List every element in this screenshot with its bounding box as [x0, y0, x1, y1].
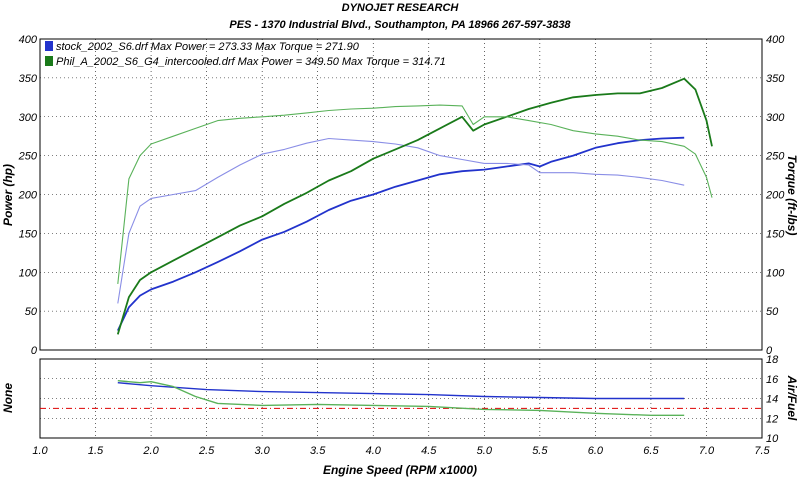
afr-series-line-stock — [117, 382, 685, 400]
y-axis-title-afr-left: None — [1, 383, 15, 413]
x-tick-label: 5.0 — [477, 445, 493, 457]
y-tick-label-power: 200 — [18, 190, 38, 202]
y-tick-label-power: 50 — [25, 306, 38, 318]
x-tick-label: 3.5 — [310, 445, 326, 457]
afr-tick-label: 10 — [766, 433, 779, 445]
main-plot-area: 0 0 50 50 100 100 150 150 200 200 250 250 300 300 350 3… — [18, 34, 786, 357]
x-tick-label: 2.0 — [142, 445, 159, 457]
y2-tick-label-torque: 100 — [766, 267, 785, 279]
y2-tick-label-torque: 300 — [766, 112, 785, 124]
chart-subtitle: PES - 1370 Industrial Blvd., Southampton… — [229, 19, 571, 31]
y2-tick-label-torque: 50 — [766, 306, 779, 318]
y-tick-label-power: 100 — [19, 267, 38, 279]
chart-title: DYNOJET RESEARCH — [342, 2, 460, 14]
afr-tick-label: 18 — [766, 354, 779, 366]
afr-plot-area: 1.0 1.5 2.0 2.5 3.0 3.5 4.0 4.5 5.0 5.5 6.0 6.5 7.0 7… — [32, 354, 779, 457]
series-line-stock-power — [116, 136, 685, 331]
y2-tick-label-torque: 350 — [766, 73, 785, 85]
series-line-phil-power — [116, 77, 713, 335]
series-line-stock-torque — [117, 137, 685, 304]
x-tick-label: 4.0 — [366, 445, 382, 457]
legend-swatch-phil — [45, 56, 53, 66]
afr-series-line-phil — [117, 380, 685, 416]
y-tick-label-power: 350 — [19, 73, 38, 85]
x-tick-label: 1.0 — [32, 445, 48, 457]
y-tick-label-power: 0 — [31, 345, 38, 357]
y-tick-label-power: 250 — [18, 151, 38, 163]
legend-entry-phil: Phil_A_2002_S6_G4_intercooled.drf Max Po… — [56, 56, 446, 68]
x-axis-title: Engine Speed (RPM x1000) — [323, 463, 477, 477]
x-tick-label: 7.5 — [754, 445, 770, 457]
y-tick-label-power: 150 — [19, 228, 38, 240]
y2-axis-title-afr: Air/Fuel — [785, 375, 799, 421]
x-tick-label: 7.0 — [699, 445, 715, 457]
y-tick-label-power: 300 — [19, 112, 38, 124]
x-tick-label: 4.5 — [421, 445, 437, 457]
y2-tick-label-torque: 200 — [765, 190, 785, 202]
y2-tick-label-torque: 0 — [766, 345, 773, 357]
x-tick-label: 6.5 — [643, 445, 659, 457]
y2-axis-title-torque: Torque (ft-lbs) — [785, 155, 799, 236]
legend-swatch-stock — [45, 41, 53, 51]
x-tick-label: 5.5 — [532, 445, 548, 457]
y2-tick-label-torque: 400 — [766, 34, 785, 46]
x-tick-label: 6.0 — [588, 445, 604, 457]
afr-tick-label: 16 — [766, 374, 779, 386]
x-tick-label: 3.0 — [255, 445, 271, 457]
series-line-phil-torque — [117, 104, 713, 284]
y-axis-title-power: Power (hp) — [1, 164, 15, 226]
legend-entry-stock: stock_2002_S6.drf Max Power = 273.33 Max… — [56, 41, 360, 53]
afr-tick-label: 12 — [766, 413, 778, 425]
x-tick-label: 2.5 — [198, 445, 215, 457]
y-tick-label-power: 400 — [19, 34, 38, 46]
x-tick-label: 1.5 — [88, 445, 104, 457]
afr-tick-label: 14 — [766, 394, 778, 406]
y2-tick-label-torque: 150 — [766, 228, 785, 240]
y2-tick-label-torque: 250 — [765, 151, 785, 163]
legend: stock_2002_S6.drf Max Power = 273.33 Max… — [45, 41, 446, 68]
